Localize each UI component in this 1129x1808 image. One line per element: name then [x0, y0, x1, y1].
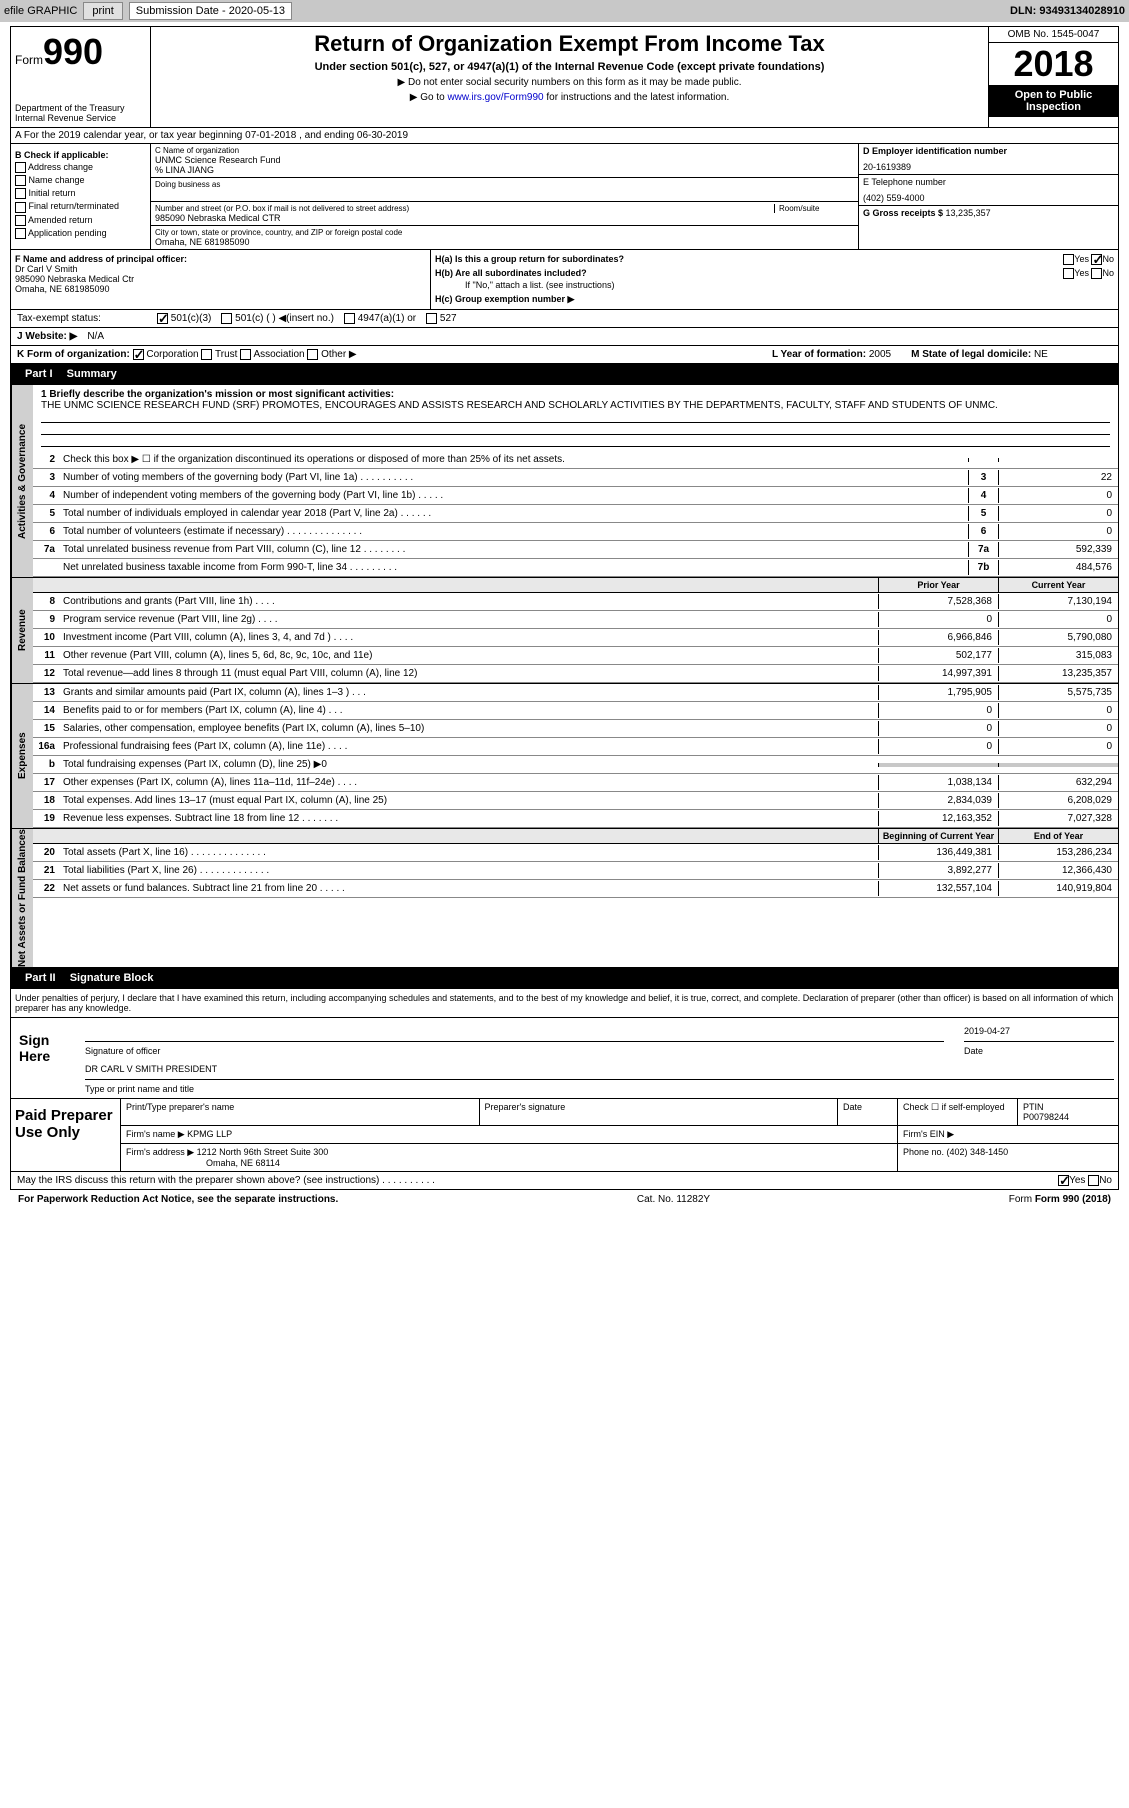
website-row: J Website: ▶ N/A [10, 328, 1119, 346]
dba: Doing business as [151, 178, 858, 202]
print-button[interactable]: print [83, 2, 122, 20]
governance-section: Activities & Governance 1 Briefly descri… [10, 385, 1119, 578]
summary-line: 17Other expenses (Part IX, column (A), l… [33, 774, 1118, 792]
city: City or town, state or province, country… [151, 226, 858, 249]
top-bar: efile GRAPHIC print Submission Date - 20… [0, 0, 1129, 22]
part2-header: Part II Signature Block [10, 968, 1119, 989]
ein: D Employer identification number 20-1619… [859, 144, 1118, 175]
row-a: A For the 2019 calendar year, or tax yea… [10, 128, 1119, 144]
col-b: B Check if applicable: Address change Na… [11, 144, 151, 249]
efile-label: efile GRAPHIC [4, 5, 77, 17]
summary-line: 11Other revenue (Part VIII, column (A), … [33, 647, 1118, 665]
summary-line: 3Number of voting members of the governi… [33, 469, 1118, 487]
summary-line: 4Number of independent voting members of… [33, 487, 1118, 505]
revenue-section: Revenue Prior YearCurrent Year 8Contribu… [10, 578, 1119, 684]
gross-receipts: G Gross receipts $ 13,235,357 [859, 206, 1118, 220]
form-subtitle: Under section 501(c), 527, or 4947(a)(1)… [155, 61, 984, 73]
summary-line: 12Total revenue—add lines 8 through 11 (… [33, 665, 1118, 683]
summary-line: 9Program service revenue (Part VIII, lin… [33, 611, 1118, 629]
netassets-section: Net Assets or Fund Balances Beginning of… [10, 829, 1119, 968]
summary-line: 14Benefits paid to or for members (Part … [33, 702, 1118, 720]
part1-header: Part I Summary [10, 364, 1119, 385]
sign-here-label: Sign Here [15, 1022, 85, 1094]
form-title: Return of Organization Exempt From Incom… [155, 31, 984, 57]
form-number: Form990 [15, 31, 146, 73]
ssn-note: ▶ Do not enter social security numbers o… [155, 77, 984, 88]
page-footer: For Paperwork Reduction Act Notice, see … [10, 1190, 1119, 1209]
summary-line: 10Investment income (Part VIII, column (… [33, 629, 1118, 647]
summary-line: 16aProfessional fundraising fees (Part I… [33, 738, 1118, 756]
tax-year: 2018 [989, 43, 1118, 85]
org-name: C Name of organization UNMC Science Rese… [151, 144, 858, 178]
discuss-row: May the IRS discuss this return with the… [10, 1172, 1119, 1190]
omb-number: OMB No. 1545-0047 [989, 27, 1118, 43]
summary-line: 15Salaries, other compensation, employee… [33, 720, 1118, 738]
summary-line: 13Grants and similar amounts paid (Part … [33, 684, 1118, 702]
tax-exempt-row: Tax-exempt status: 501(c)(3) 501(c) ( ) … [10, 310, 1119, 328]
form-header: Form990 Department of the Treasury Inter… [10, 26, 1119, 128]
address: Number and street (or P.O. box if mail i… [151, 202, 858, 226]
irs-link[interactable]: www.irs.gov/Form990 [447, 92, 543, 103]
summary-line: 22Net assets or fund balances. Subtract … [33, 880, 1118, 898]
summary-line: 6Total number of volunteers (estimate if… [33, 523, 1118, 541]
telephone: E Telephone number (402) 559-4000 [859, 175, 1118, 206]
summary-line: bTotal fundraising expenses (Part IX, co… [33, 756, 1118, 774]
summary-line: 18Total expenses. Add lines 13–17 (must … [33, 792, 1118, 810]
inspection-label: Open to Public Inspection [989, 85, 1118, 117]
summary-line: 7aTotal unrelated business revenue from … [33, 541, 1118, 559]
summary-line: 2Check this box ▶ ☐ if the organization … [33, 451, 1118, 469]
summary-line: 21Total liabilities (Part X, line 26) . … [33, 862, 1118, 880]
summary-line: 8Contributions and grants (Part VIII, li… [33, 593, 1118, 611]
preparer-block: Paid Preparer Use Only Print/Type prepar… [10, 1099, 1119, 1172]
goto-note: ▶ Go to www.irs.gov/Form990 for instruct… [155, 92, 984, 103]
klm-row: K Form of organization: Corporation Trus… [10, 346, 1119, 364]
summary-line: 20Total assets (Part X, line 16) . . . .… [33, 844, 1118, 862]
summary-line: 19Revenue less expenses. Subtract line 1… [33, 810, 1118, 828]
dept-label: Department of the Treasury Internal Reve… [15, 103, 146, 123]
section-f: F Name and address of principal officer:… [11, 250, 431, 309]
summary-line: 5Total number of individuals employed in… [33, 505, 1118, 523]
signature-declaration: Under penalties of perjury, I declare th… [10, 989, 1119, 1018]
expenses-section: Expenses 13Grants and similar amounts pa… [10, 684, 1119, 829]
summary-line: Net unrelated business taxable income fr… [33, 559, 1118, 577]
dln: DLN: 93493134028910 [1010, 5, 1125, 17]
section-h: H(a) Is this a group return for subordin… [431, 250, 1118, 309]
submission-date: Submission Date - 2020-05-13 [129, 2, 292, 20]
